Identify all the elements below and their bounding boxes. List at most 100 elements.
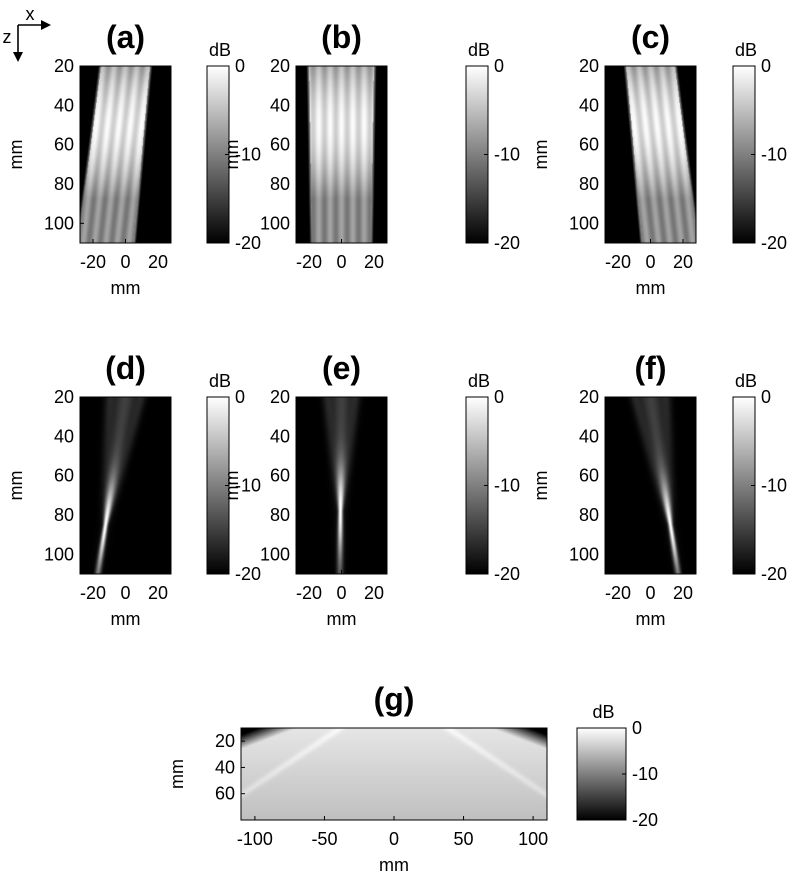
colorbar-tick-label: -10 [235, 145, 261, 165]
x-tick-label: -20 [605, 583, 631, 603]
colorbar-tick-label: -20 [235, 564, 261, 584]
colorbar-label: dB [735, 371, 757, 391]
panel-title: (b) [321, 19, 362, 55]
colorbar-tick-label: -20 [761, 233, 787, 253]
y-tick-label: 20 [579, 56, 599, 76]
colorbar-label: dB [209, 40, 231, 60]
x-tick-label: 0 [336, 252, 346, 272]
x-tick-label: 20 [148, 583, 168, 603]
heatmap-image [296, 66, 387, 243]
y-tick-label: 80 [270, 505, 290, 525]
heatmap-image [241, 728, 547, 820]
y-tick-label: 20 [215, 731, 235, 751]
axes-indicator: x z [3, 4, 51, 62]
x-tick-label: -100 [237, 829, 273, 849]
x-tick-label: -20 [80, 252, 106, 272]
x-tick-label: -20 [296, 252, 322, 272]
x-tick-label: 0 [120, 583, 130, 603]
colorbar-tick-label: 0 [494, 387, 504, 407]
y-tick-label: 40 [54, 95, 74, 115]
x-tick-label: 0 [120, 252, 130, 272]
x-tick-label: 0 [336, 583, 346, 603]
colorbar-tick-label: 0 [632, 718, 642, 738]
panel-title: (a) [106, 19, 145, 55]
panel-g: (g) 20 40 60 -100 -50 0 50 100 mm mm dB 0 -10 -20 [167, 681, 658, 875]
y-tick-label: 100 [44, 213, 74, 233]
y-tick-label: 60 [54, 135, 74, 155]
y-tick-label: 40 [270, 95, 290, 115]
heatmap-image [605, 66, 696, 243]
colorbar-tick-label: -20 [235, 233, 261, 253]
heatmap-image [605, 397, 696, 574]
y-tick-label: 80 [579, 505, 599, 525]
x-axis-label: mm [327, 609, 357, 629]
x-tick-label: 0 [389, 829, 399, 849]
colorbar-tick-label: -10 [235, 476, 261, 496]
y-tick-label: 60 [579, 135, 599, 155]
x-tick-label: 0 [645, 252, 655, 272]
y-tick-label: 80 [579, 174, 599, 194]
y-tick-label: 100 [44, 544, 74, 564]
panel-title: (d) [105, 350, 146, 386]
x-axis-indicator-label: x [26, 4, 35, 24]
heatmap-image [80, 66, 171, 243]
x-axis-label: mm [111, 278, 141, 298]
colorbar-tick-label: 0 [235, 56, 245, 76]
colorbar-label: dB [468, 371, 490, 391]
colorbar [576, 727, 627, 821]
y-tick-label: 100 [260, 544, 290, 564]
y-axis-label: mm [531, 471, 551, 501]
y-axis-label: mm [531, 140, 551, 170]
x-tick-label: 0 [645, 583, 655, 603]
y-tick-label: 60 [215, 784, 235, 804]
colorbar-tick-label: 0 [761, 387, 771, 407]
panel-title: (g) [374, 681, 415, 717]
colorbar-tick-label: -20 [494, 233, 520, 253]
x-axis-label: mm [111, 609, 141, 629]
panel-title: (e) [322, 350, 361, 386]
colorbar-label: dB [468, 40, 490, 60]
colorbar-tick-label: -10 [632, 764, 658, 784]
colorbar-label: dB [209, 371, 231, 391]
colorbar-tick-label: 0 [761, 56, 771, 76]
z-axis-indicator-label: z [3, 27, 12, 47]
panel-title: (f) [635, 350, 667, 386]
colorbar-label: dB [735, 40, 757, 60]
y-tick-label: 60 [270, 135, 290, 155]
x-tick-label: 20 [673, 583, 693, 603]
y-tick-label: 20 [579, 387, 599, 407]
y-tick-label: 60 [54, 466, 74, 486]
x-axis-label: mm [636, 278, 666, 298]
y-tick-label: 40 [270, 426, 290, 446]
y-axis-label: mm [6, 471, 26, 501]
x-tick-label: 20 [364, 252, 384, 272]
y-tick-label: 80 [54, 174, 74, 194]
x-arrow-head-icon [41, 20, 51, 30]
x-tick-label: 100 [518, 829, 548, 849]
x-tick-label: 20 [673, 252, 693, 272]
colorbar-tick-label: 0 [494, 56, 504, 76]
y-tick-label: 60 [579, 466, 599, 486]
colorbar-tick-label: -10 [761, 145, 787, 165]
y-tick-label: 80 [270, 174, 290, 194]
y-axis-label: mm [167, 759, 187, 789]
x-tick-label: -20 [605, 252, 631, 272]
panel-title: (c) [631, 19, 670, 55]
x-tick-label: 50 [454, 829, 474, 849]
colorbar-tick-label: -20 [632, 810, 658, 830]
y-tick-label: 20 [54, 56, 74, 76]
y-tick-label: 20 [54, 387, 74, 407]
colorbar-tick-label: -10 [761, 476, 787, 496]
y-tick-label: 60 [270, 466, 290, 486]
y-tick-label: 100 [569, 544, 599, 564]
y-tick-label: 100 [569, 213, 599, 233]
x-tick-label: 20 [364, 583, 384, 603]
x-axis-label: mm [636, 609, 666, 629]
x-tick-label: -20 [80, 583, 106, 603]
